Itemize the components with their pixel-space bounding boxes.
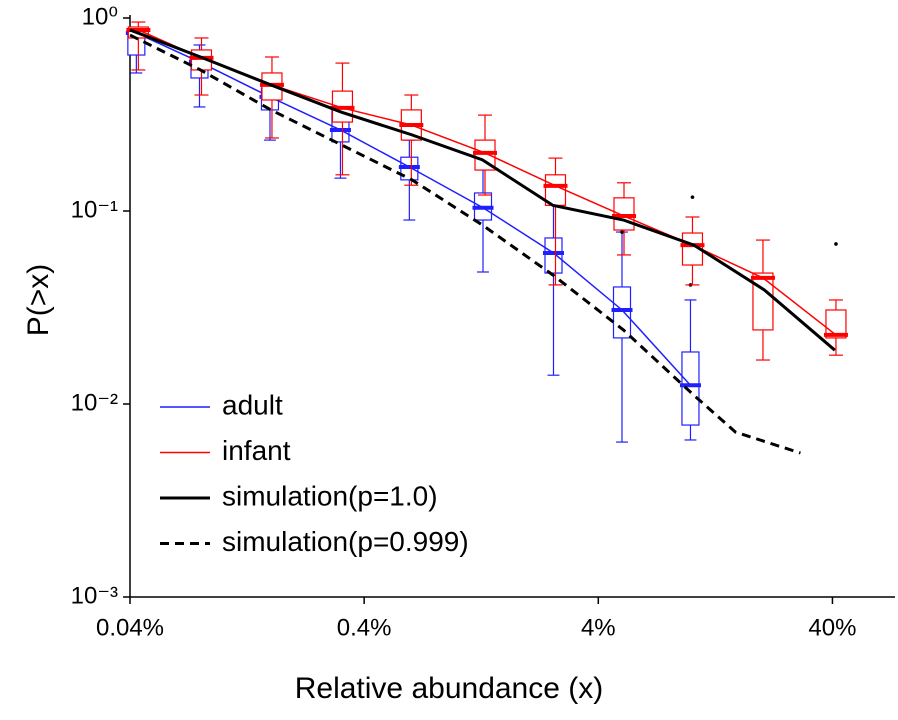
box (613, 197, 635, 231)
box (474, 139, 496, 171)
y-tick-label: 10⁻³ (71, 582, 118, 609)
box (544, 237, 563, 274)
outlier (690, 195, 695, 199)
median-line (138, 29, 837, 336)
y-tick-label: 10⁻² (71, 389, 118, 416)
x-tick-label: 0.4% (337, 614, 392, 641)
legend-label: simulation(p=1.0) (222, 480, 438, 511)
legend-label: simulation(p=0.999) (222, 526, 469, 557)
outlier (620, 230, 624, 234)
x-tick-label: 4% (581, 614, 616, 641)
legend-label: infant (222, 435, 291, 466)
box (681, 351, 700, 426)
x-tick-label: 0.04% (96, 614, 164, 641)
simulation-line (129, 33, 801, 455)
median-line (136, 32, 692, 386)
box (612, 286, 632, 339)
x-tick-label: 40% (808, 614, 856, 641)
outlier (834, 242, 838, 246)
box (752, 272, 774, 331)
y-tick-label: 10⁰ (82, 3, 118, 30)
y-axis-label: P(>x) (22, 264, 55, 337)
x-axis-label: Relative abundance (x) (295, 672, 604, 705)
y-tick-label: 10⁻¹ (71, 196, 118, 223)
simulation-line (129, 28, 836, 352)
legend-label: adult (222, 389, 283, 420)
